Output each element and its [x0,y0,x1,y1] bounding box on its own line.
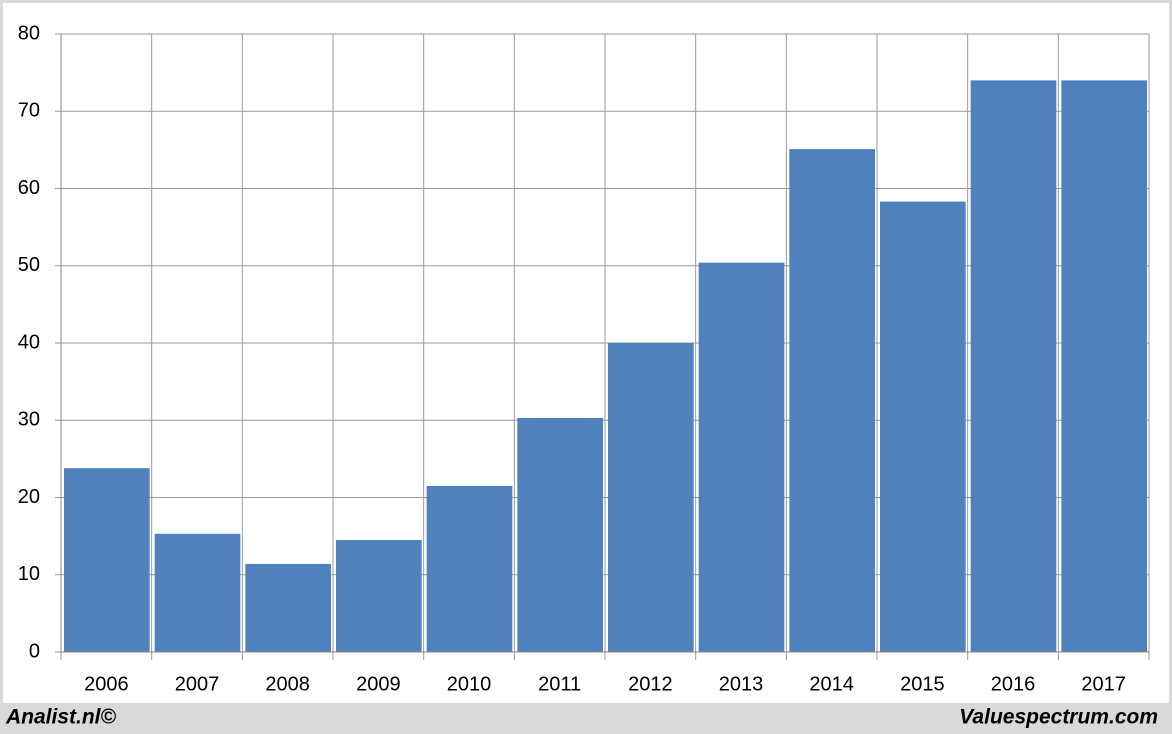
y-tick-label: 0 [29,640,40,662]
x-tick-label: 2009 [356,673,401,695]
x-tick-label: 2006 [84,673,129,695]
bar [245,563,331,652]
x-tick-label: 2010 [447,673,492,695]
y-tick-label: 40 [18,331,40,353]
x-tick-label: 2015 [900,673,945,695]
footer-left: Analist.nl© [5,706,117,729]
y-tick-label: 50 [18,254,40,276]
y-tick-label: 70 [18,100,40,122]
y-tick-label: 60 [18,177,40,199]
x-tick-label: 2007 [175,673,220,695]
x-tick-label: 2008 [265,673,310,695]
bar [517,417,603,652]
bar [970,80,1057,653]
y-tick-label: 10 [18,563,40,585]
y-tick-label: 80 [18,22,40,44]
bar [336,539,422,652]
footer-right: Valuespectrum.com [959,706,1158,729]
bar [154,533,241,652]
x-tick-label: 2013 [719,673,764,695]
bar [608,343,694,652]
y-tick-label: 30 [18,409,40,431]
bar [698,262,785,652]
bar [426,485,513,652]
x-tick-label: 2011 [538,673,581,695]
bar [1061,80,1147,653]
x-tick-label: 2017 [1081,673,1126,695]
bar [64,468,150,652]
y-tick-label: 20 [18,486,40,508]
x-tick-label: 2016 [991,673,1036,695]
bar [789,149,875,653]
bar [880,201,966,652]
x-tick-label: 2012 [628,673,673,695]
x-tick-label: 2014 [809,673,854,695]
